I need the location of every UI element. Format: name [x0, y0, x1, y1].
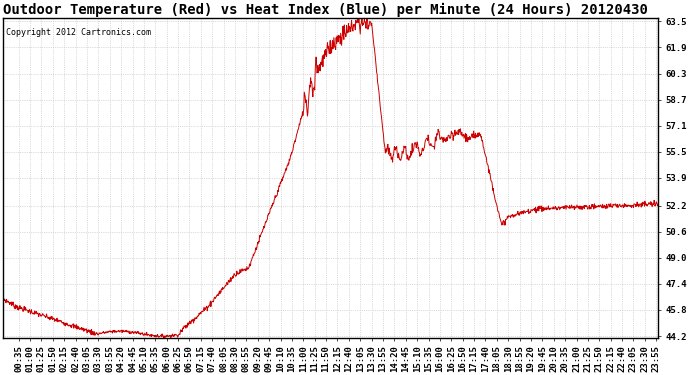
Text: Outdoor Temperature (Red) vs Heat Index (Blue) per Minute (24 Hours) 20120430: Outdoor Temperature (Red) vs Heat Index …: [3, 3, 648, 17]
Text: Copyright 2012 Cartronics.com: Copyright 2012 Cartronics.com: [6, 28, 151, 37]
